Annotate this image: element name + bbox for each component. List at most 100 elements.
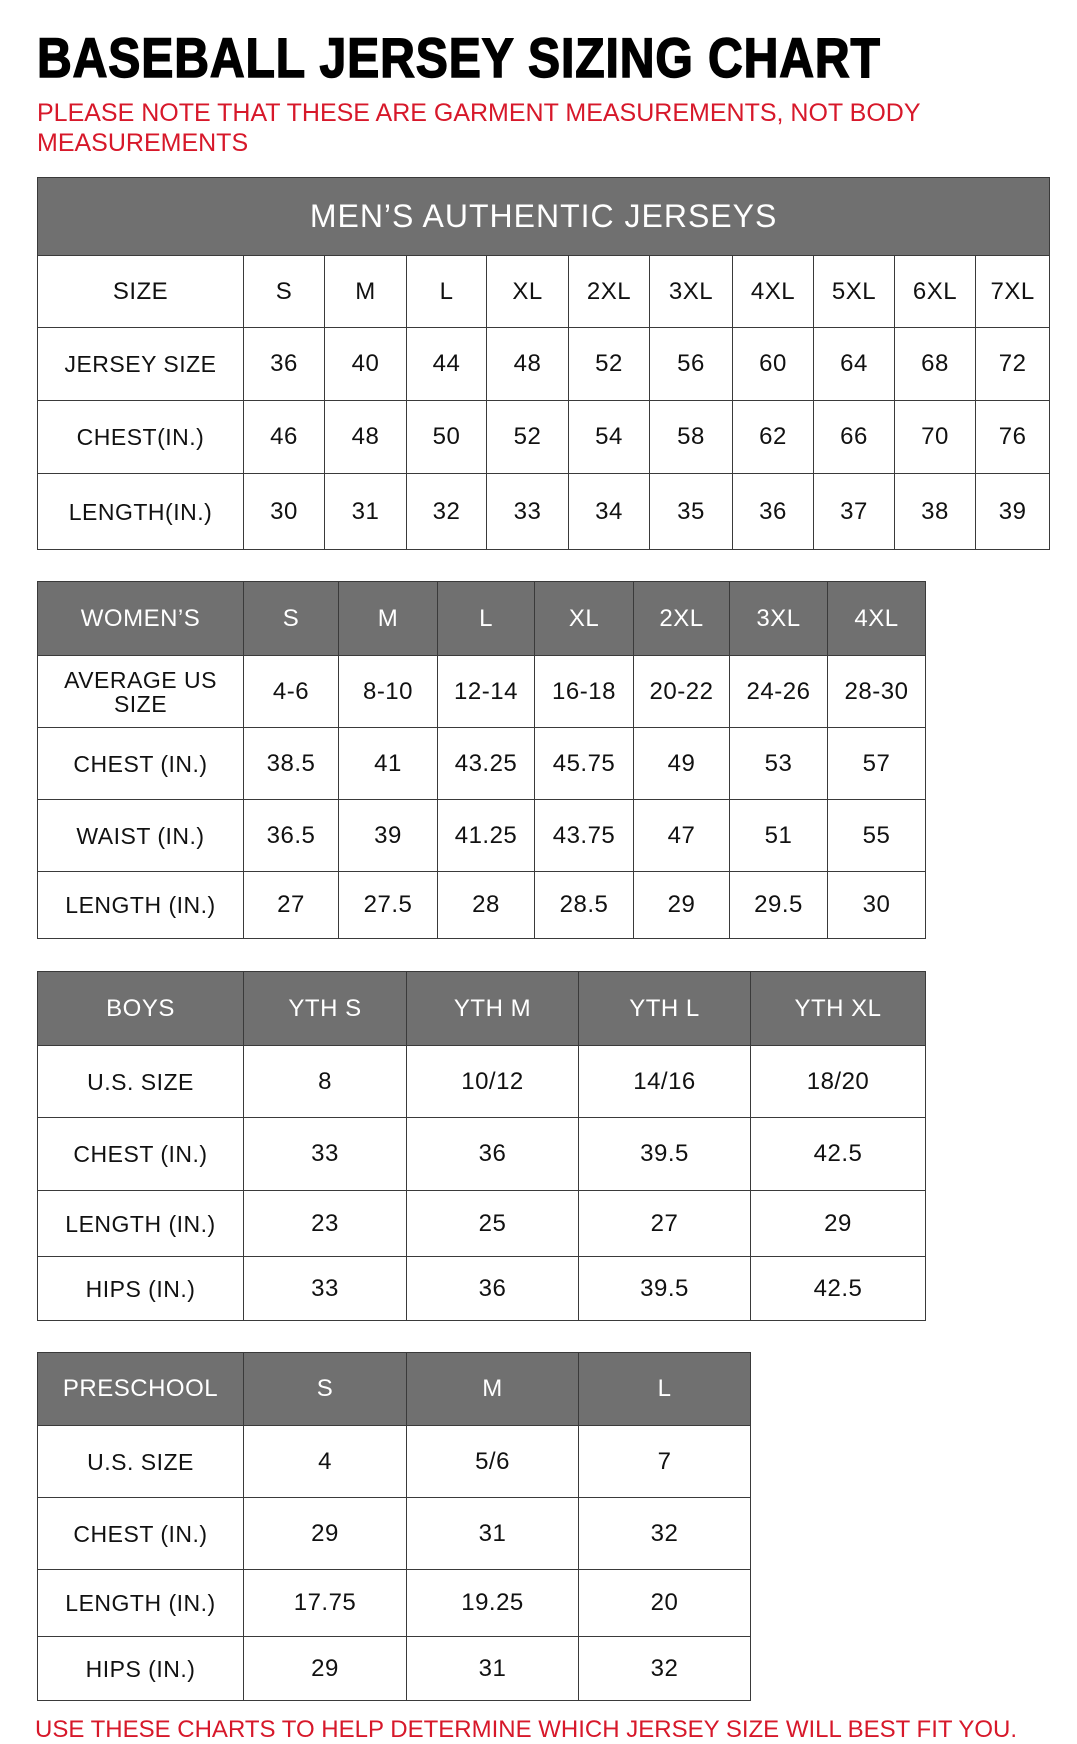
measurement-cell: 8	[243, 1045, 407, 1118]
size-header-cell: 4XL	[827, 581, 926, 656]
measurement-cell: 66	[813, 400, 895, 474]
measurement-cell: 39	[338, 799, 438, 872]
measurement-cell: 38.5	[243, 727, 339, 800]
table-row: LENGTH(IN.) 30 31 32 33 34 35 36 37 38 39	[37, 473, 1051, 550]
size-header-cell: YTH XL	[750, 971, 926, 1046]
measurement-cell: 49	[633, 727, 730, 800]
page-title: BASEBALL JERSEY SIZING CHART	[36, 26, 881, 89]
measurement-cell: 16-18	[534, 655, 634, 728]
size-header-cell: M	[338, 581, 438, 656]
measurement-cell: 27.5	[338, 871, 438, 939]
measurement-cell: 17.75	[243, 1569, 407, 1637]
measurement-cell: 31	[324, 473, 407, 550]
size-header-cell: M	[324, 255, 407, 328]
measurement-cell: 60	[732, 327, 814, 401]
size-header-cell: M	[406, 1352, 579, 1426]
measurement-cell: 47	[633, 799, 730, 872]
row-label: CHEST (IN.)	[37, 1497, 244, 1570]
measurement-cell: 29	[243, 1636, 407, 1701]
size-header-cell: 2XL	[633, 581, 730, 656]
measurement-cell: 44	[406, 327, 487, 401]
table-row: HIPS (IN.) 33 36 39.5 42.5	[37, 1256, 926, 1321]
measurement-cell: 32	[578, 1497, 751, 1570]
table-row: WAIST (IN.) 36.5 39 41.25 43.75 47 51 55	[37, 799, 926, 872]
measurement-cell: 62	[732, 400, 814, 474]
measurement-cell: 55	[827, 799, 926, 872]
size-header-cell: S	[243, 581, 339, 656]
footer-note: USE THESE CHARTS TO HELP DETERMINE WHICH…	[35, 1716, 1018, 1743]
row-label: U.S. SIZE	[37, 1045, 244, 1118]
measurement-cell: 53	[729, 727, 828, 800]
measurement-cell: 5/6	[406, 1425, 579, 1498]
size-header-cell: 3XL	[649, 255, 733, 328]
table-header-label: WOMEN’S	[37, 581, 244, 656]
table-header-row: PRESCHOOL S M L	[37, 1352, 751, 1426]
measurement-cell: 36	[406, 1117, 579, 1191]
row-label: U.S. SIZE	[37, 1425, 244, 1498]
measurement-cell: 41	[338, 727, 438, 800]
boys-size-table: BOYS YTH S YTH M YTH L YTH XL U.S. SIZE 8 10/12…	[37, 971, 926, 1321]
measurement-cell: 48	[486, 327, 569, 401]
measurement-cell: 32	[406, 473, 487, 550]
womens-size-table: WOMEN’S S M L XL 2XL 3XL 4XL AVERAGE US SIZE 4-6 8…	[37, 581, 926, 939]
measurement-cell: 42.5	[750, 1256, 926, 1321]
measurement-cell: 48	[324, 400, 407, 474]
measurement-cell: 57	[827, 727, 926, 800]
measurement-cell: 36	[732, 473, 814, 550]
measurement-cell: 19.25	[406, 1569, 579, 1637]
measurement-cell: 27	[578, 1190, 751, 1257]
size-header-cell: L	[578, 1352, 751, 1426]
size-header-cell: 6XL	[894, 255, 976, 328]
size-header-cell: 5XL	[813, 255, 895, 328]
measurement-cell: 20-22	[633, 655, 730, 728]
measurement-cell: 27	[243, 871, 339, 939]
measurement-cell: 41.25	[437, 799, 535, 872]
table-row: LENGTH (IN.) 23 25 27 29	[37, 1190, 926, 1257]
measurement-cell: 29.5	[729, 871, 828, 939]
measurement-cell: 52	[486, 400, 569, 474]
preschool-size-table: PRESCHOOL S M L U.S. SIZE 4 5/6 7 CHEST (IN.) 29 3…	[37, 1352, 751, 1701]
measurement-cell: 33	[243, 1256, 407, 1321]
measurement-cell: 68	[894, 327, 976, 401]
measurement-cell: 29	[750, 1190, 926, 1257]
measurement-cell: 42.5	[750, 1117, 926, 1191]
table-row: U.S. SIZE 8 10/12 14/16 18/20	[37, 1045, 926, 1118]
measurement-cell: 32	[578, 1636, 751, 1701]
size-header-cell: XL	[534, 581, 634, 656]
size-header-cell: YTH L	[578, 971, 751, 1046]
size-header-cell: 4XL	[732, 255, 814, 328]
measurement-cell: 38	[894, 473, 976, 550]
measurement-cell: 39	[974, 473, 1051, 550]
measurement-cell: 29	[633, 871, 730, 939]
measurement-cell: 36	[406, 1256, 579, 1321]
measurement-cell: 36	[243, 327, 325, 401]
measurement-cell: 45.75	[534, 727, 634, 800]
row-label: WAIST (IN.)	[37, 799, 244, 872]
size-header-cell: L	[437, 581, 535, 656]
measurement-cell: 40	[324, 327, 407, 401]
measurement-cell: 31	[406, 1497, 579, 1570]
measurement-cell: 33	[486, 473, 569, 550]
measurement-cell: 36.5	[243, 799, 339, 872]
size-header-cell: 2XL	[568, 255, 650, 328]
table-row: CHEST(IN.) 46 48 50 52 54 58 62 66 70 76	[37, 400, 1051, 474]
measurement-cell: 64	[813, 327, 895, 401]
measurement-cell: 30	[827, 871, 926, 939]
table-row: AVERAGE US SIZE 4-6 8-10 12-14 16-18 20-22 24-…	[37, 655, 926, 728]
size-header-cell: YTH M	[406, 971, 579, 1046]
measurement-cell: 29	[243, 1497, 407, 1570]
table-header-row: BOYS YTH S YTH M YTH L YTH XL	[37, 971, 926, 1046]
measurement-cell: 23	[243, 1190, 407, 1257]
table-row: JERSEY SIZE 36 40 44 48 52 56 60 64 68 72	[37, 327, 1051, 401]
size-header-cell: L	[406, 255, 487, 328]
size-header-cell: S	[243, 1352, 407, 1426]
measurement-cell: 18/20	[750, 1045, 926, 1118]
measurement-cell: 43.75	[534, 799, 634, 872]
measurement-cell: 28-30	[827, 655, 926, 728]
row-label: HIPS (IN.)	[37, 1636, 244, 1701]
table-header-row: SIZE S M L XL 2XL 3XL 4XL 5XL 6XL 7XL	[37, 255, 1051, 328]
measurement-cell: 10/12	[406, 1045, 579, 1118]
row-label: CHEST (IN.)	[37, 727, 244, 800]
measurement-cell: 30	[243, 473, 325, 550]
measurement-cell: 24-26	[729, 655, 828, 728]
